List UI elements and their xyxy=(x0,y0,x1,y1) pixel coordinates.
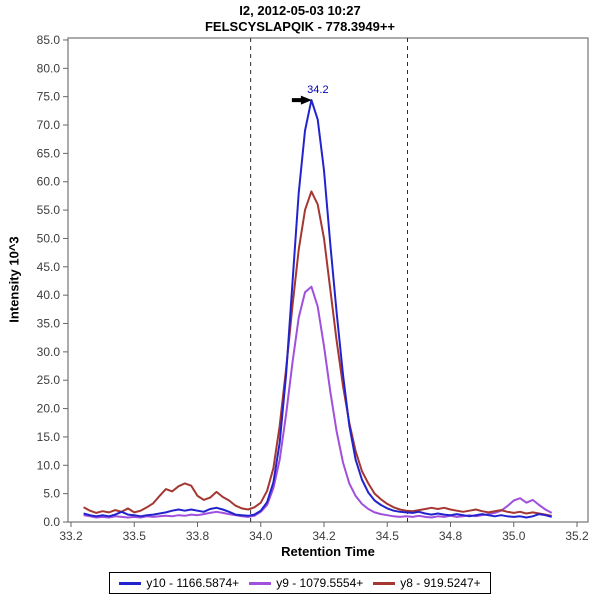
y-tick-label: 55.0 xyxy=(37,203,61,217)
peak-id-arrow-icon xyxy=(291,95,312,105)
y-tick-label: 20.0 xyxy=(37,402,61,416)
y-tick-label: 10.0 xyxy=(37,458,61,472)
peak-rt-annotation[interactable]: 34.2 xyxy=(307,84,328,96)
y-tick-label: 65.0 xyxy=(37,146,61,160)
legend-item: y9 - 1079.5554+ xyxy=(249,576,363,590)
y-tick-label: 25.0 xyxy=(37,373,61,387)
legend-label: y10 - 1166.5874+ xyxy=(146,576,240,590)
x-tick-label: 34.5 xyxy=(376,529,400,543)
legend-box: y10 - 1166.5874+ y9 - 1079.5554+ y8 - 91… xyxy=(109,572,491,594)
legend-item: y8 - 919.5247+ xyxy=(373,576,481,590)
legend-label: y8 - 919.5247+ xyxy=(400,576,481,590)
x-axis-title: Retention Time xyxy=(281,544,375,559)
legend-swatch-y9 xyxy=(249,581,272,585)
y-tick-label: 45.0 xyxy=(37,260,61,274)
x-tick-label: 33.2 xyxy=(59,529,83,543)
y-tick-label: 50.0 xyxy=(37,231,61,245)
chart-title-line1: I2, 2012-05-03 10:27 xyxy=(239,3,361,18)
y-tick-label: 5.0 xyxy=(43,487,60,501)
x-tick-label: 34.2 xyxy=(312,529,336,543)
y-tick-label: 30.0 xyxy=(37,345,61,359)
y-tick-label: 70.0 xyxy=(37,118,61,132)
trace-y9[interactable] xyxy=(83,285,553,519)
y-tick-label: 60.0 xyxy=(37,175,61,189)
y-tick-label: 75.0 xyxy=(37,90,61,104)
chart-title: I2, 2012-05-03 10:27 FELSCYSLAPQIK - 778… xyxy=(0,3,600,35)
trace-y10[interactable] xyxy=(83,99,552,519)
y-tick-label: 35.0 xyxy=(37,317,61,331)
x-tick-label: 33.5 xyxy=(123,529,147,543)
plot-frame[interactable] xyxy=(67,37,589,523)
chart-title-line2: FELSCYSLAPQIK - 778.3949++ xyxy=(204,19,396,34)
x-tick-label: 34.0 xyxy=(249,529,273,543)
y-tick-label: 80.0 xyxy=(37,61,61,75)
legend-item: y10 - 1166.5874+ xyxy=(119,576,239,590)
x-tick-label: 35.2 xyxy=(565,529,589,543)
x-tick-label: 34.8 xyxy=(439,529,463,543)
y-tick-label: 0.0 xyxy=(43,515,60,529)
y-tick-label: 15.0 xyxy=(37,430,61,444)
legend-swatch-y8 xyxy=(373,581,396,585)
x-tick-label: 33.8 xyxy=(186,529,210,543)
y-axis-title: Intensity 10^3 xyxy=(6,236,22,323)
trace-y8[interactable] xyxy=(83,190,552,517)
y-tick-label: 85.0 xyxy=(37,33,61,47)
x-tick-label: 35.0 xyxy=(502,529,526,543)
legend-swatch-y10 xyxy=(119,581,142,585)
legend-label: y9 - 1079.5554+ xyxy=(276,576,364,590)
y-tick-label: 40.0 xyxy=(37,288,61,302)
legend: y10 - 1166.5874+ y9 - 1079.5554+ y8 - 91… xyxy=(0,572,600,594)
